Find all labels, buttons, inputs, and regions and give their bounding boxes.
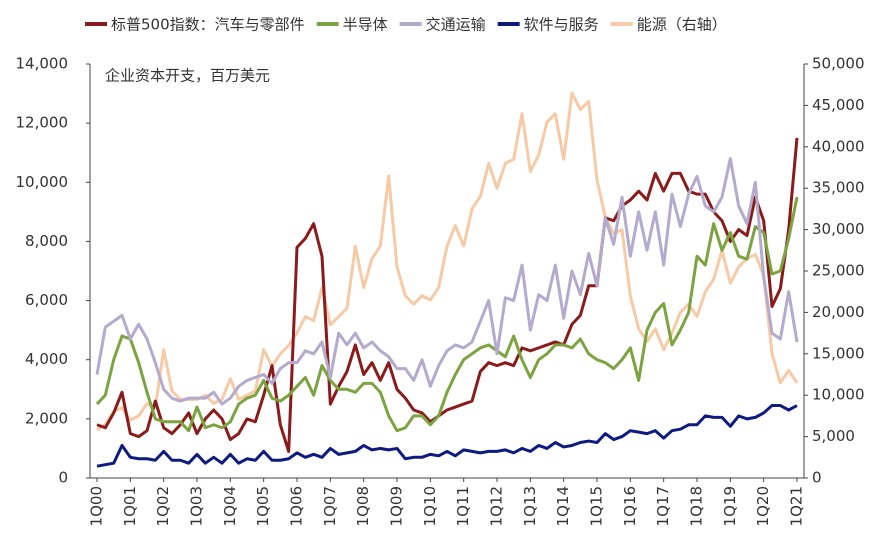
y-tick-label: 6,000 (25, 291, 68, 309)
x-tick-label: 1Q14 (554, 486, 572, 526)
x-tick-label: 1Q21 (788, 486, 806, 526)
x-tick-label: 1Q16 (621, 486, 639, 526)
x-tick-label: 1Q09 (388, 486, 406, 526)
annotation: 企业资本开支，百万美元 (105, 67, 270, 85)
x-tick-label: 1Q08 (354, 486, 372, 526)
series-line (95, 157, 799, 406)
y2-tick-label: 10,000 (812, 386, 865, 404)
x-tick-label: 1Q10 (421, 486, 439, 526)
x-tick-label: 1Q05 (254, 486, 272, 526)
x-tick-label: 1Q02 (154, 486, 172, 526)
y2-tick-label: 25,000 (812, 262, 865, 280)
y-tick-label: 4,000 (25, 350, 68, 368)
x-tick-label: 1Q15 (588, 486, 606, 526)
x-tick-label: 1Q18 (688, 486, 706, 526)
y2-tick-label: 45,000 (812, 96, 865, 114)
legend-label: 软件与服务 (524, 16, 599, 34)
x-tick-label: 1Q04 (221, 486, 239, 526)
y-tick-label: 14,000 (16, 55, 69, 73)
x-tick-label: 1Q07 (321, 486, 339, 526)
y2-tick-label: 15,000 (812, 344, 865, 362)
y-tick-label: 8,000 (25, 232, 68, 250)
y2-tick-label: 0 (812, 469, 822, 487)
y-tick-label: 2,000 (25, 409, 68, 427)
y-tick-label: 0 (58, 469, 68, 487)
series-line (96, 404, 798, 468)
x-tick-label: 1Q06 (288, 486, 306, 526)
y2-tick-label: 5,000 (812, 427, 855, 445)
y2-tick-label: 50,000 (812, 55, 865, 73)
legend-label: 标普500指数：汽车与零部件 (111, 16, 305, 34)
legend-label: 能源（右轴） (637, 16, 727, 34)
y-tick-label: 12,000 (16, 114, 69, 132)
x-tick-label: 1Q01 (121, 486, 139, 526)
x-tick-label: 1Q11 (454, 486, 472, 526)
x-tick-label: 1Q20 (754, 486, 772, 526)
y2-tick-label: 35,000 (812, 179, 865, 197)
y2-tick-label: 40,000 (812, 137, 865, 155)
x-tick-label: 1Q13 (521, 486, 539, 526)
x-tick-label: 1Q03 (188, 486, 206, 526)
x-tick-label: 1Q12 (488, 486, 506, 526)
y-tick-label: 10,000 (16, 173, 69, 191)
series-line (96, 137, 799, 453)
series-line (95, 196, 799, 433)
legend-label: 交通运输 (426, 16, 486, 34)
series-line (96, 91, 799, 432)
y2-tick-label: 30,000 (812, 220, 865, 238)
x-tick-label: 1Q17 (654, 486, 672, 526)
legend-label: 半导体 (343, 16, 388, 34)
x-tick-label: 1Q19 (721, 486, 739, 526)
x-tick-label: 1Q00 (88, 486, 106, 526)
y2-tick-label: 20,000 (812, 303, 865, 321)
